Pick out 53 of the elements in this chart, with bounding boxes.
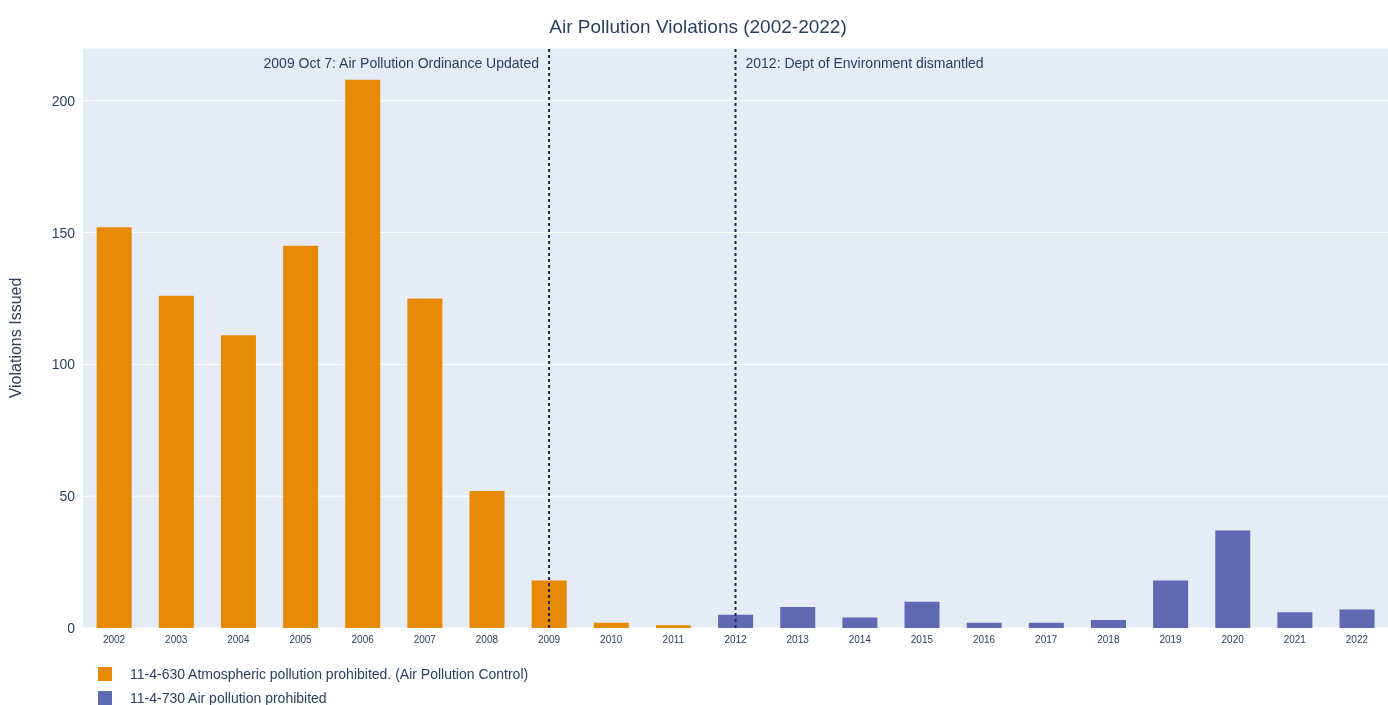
legend-label: 11-4-730 Air pollution prohibited [130,689,327,705]
ref-line-label: 2009 Oct 7: Air Pollution Ordinance Updated [263,55,540,71]
bar [1028,622,1064,628]
bar [407,298,443,628]
x-tick-label: 2002 [102,634,126,646]
bar [593,622,629,628]
x-tick-label: 2014 [848,634,872,646]
bar [1153,580,1189,628]
x-tick-label: 2017 [1035,634,1058,646]
x-tick-label: 2007 [413,634,437,646]
bar [842,617,878,628]
bar [780,606,816,628]
bar [1277,612,1313,628]
x-tick-label: 2013 [786,634,810,646]
bar [531,580,567,628]
x-tick-label: 2011 [662,634,685,646]
bar [469,490,505,628]
x-tick-label: 2019 [1159,634,1183,646]
bar [1090,620,1126,628]
x-tick-label: 2004 [227,634,250,646]
y-axis-title: Violations Issued [6,277,24,399]
x-tick-label: 2003 [165,634,188,646]
bar [1215,530,1251,628]
x-tick-label: 2009 [537,634,561,646]
x-tick-label: 2022 [1345,634,1369,646]
y-tick-label: 100 [51,356,76,373]
legend-label: 11-4-630 Atmospheric pollution prohibited. (Air Pollution Control) [130,665,529,684]
y-tick-label: 50 [59,488,76,505]
bar [1339,609,1375,628]
bar [718,614,754,628]
bar [655,625,691,628]
x-tick-label: 2018 [1097,634,1120,646]
bar [966,622,1002,628]
x-tick-label: 2016 [972,634,996,646]
y-tick-label: 0 [67,619,76,636]
y-tick-label: 200 [51,92,76,109]
x-tick-label: 2015 [910,634,934,646]
chart-title: Air Pollution Violations (2002-2022) [548,16,848,38]
x-tick-label: 2006 [351,634,375,646]
x-tick-label: 2008 [475,634,499,646]
bar [158,295,194,628]
x-tick-label: 2010 [600,634,623,646]
bar [904,601,940,628]
bar [96,227,132,628]
x-tick-label: 2021 [1283,634,1307,646]
x-tick-label: 2020 [1221,634,1245,646]
bar [220,335,256,628]
ref-line-label: 2012: Dept of Environment dismantled [745,55,984,71]
y-tick-label: 150 [51,224,76,241]
x-tick-label: 2012 [724,634,748,646]
x-tick-label: 2005 [289,634,313,646]
bar [345,79,381,628]
bar [283,245,319,628]
